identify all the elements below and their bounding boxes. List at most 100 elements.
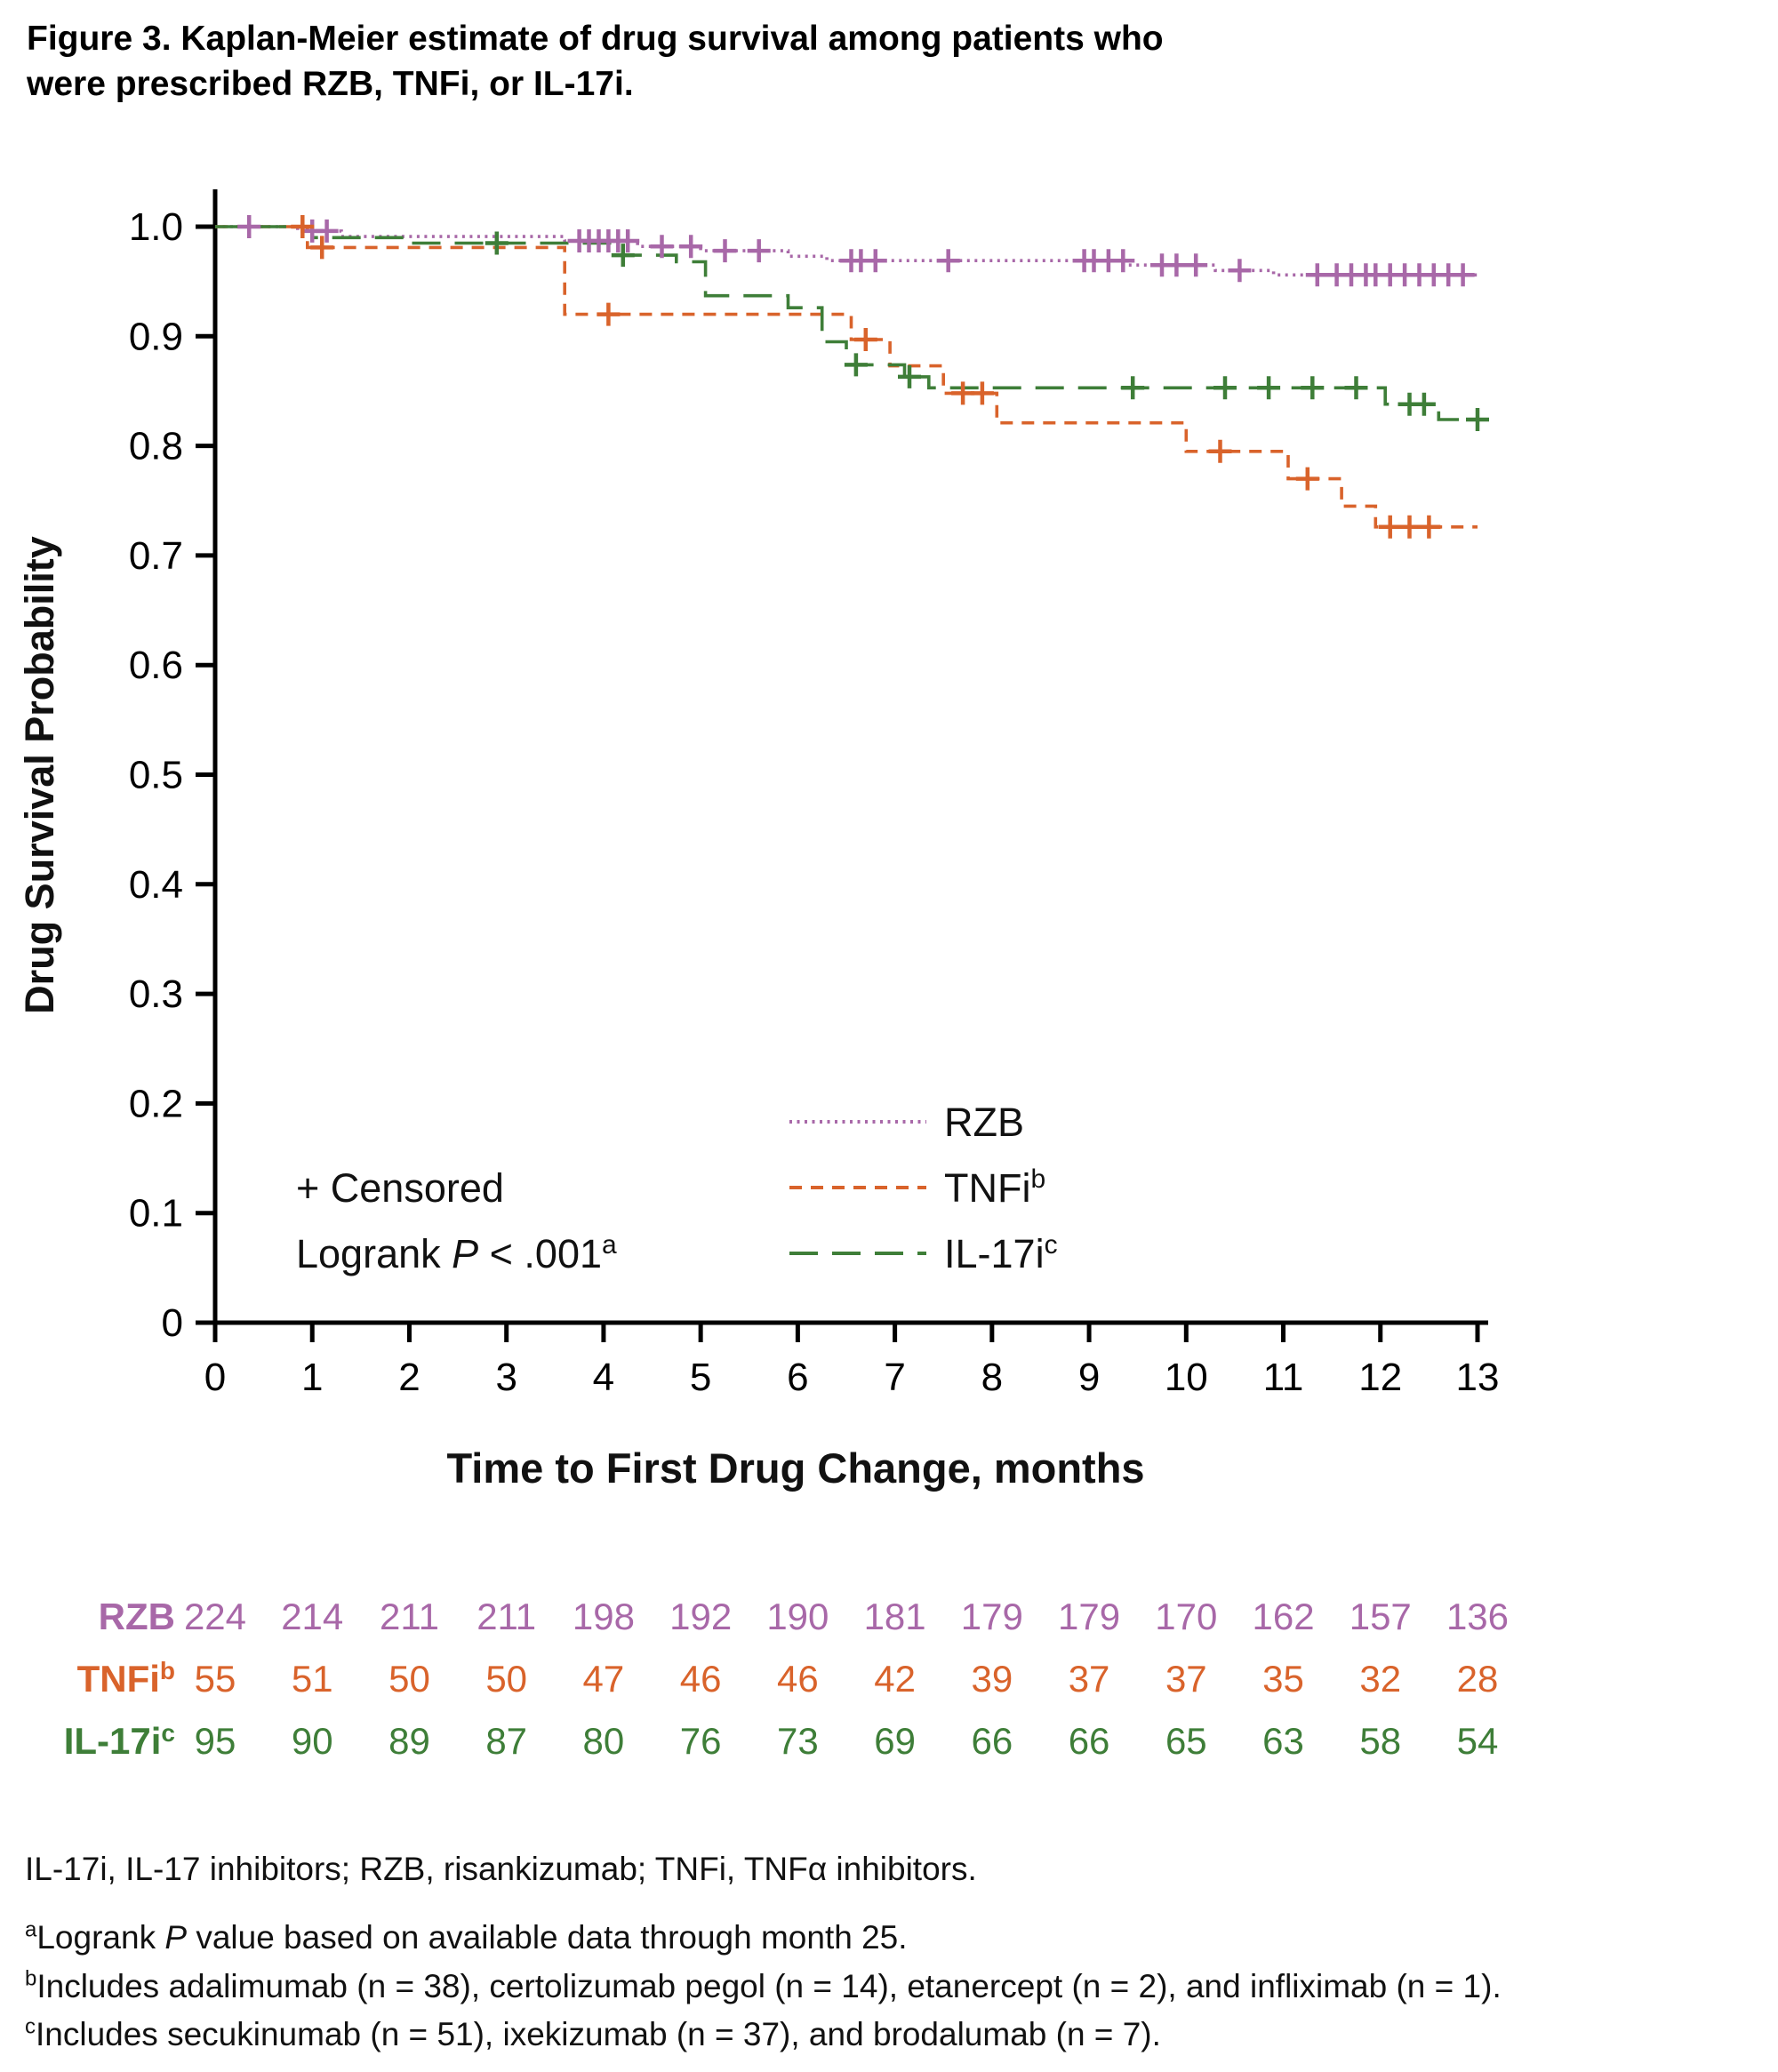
y-tick-label: 0.5 bbox=[129, 754, 183, 797]
censor-mark bbox=[747, 239, 771, 263]
risk-value: 54 bbox=[1457, 1720, 1499, 1762]
risk-row-label-tnfi: TNFib bbox=[77, 1657, 175, 1700]
censor-mark bbox=[1451, 263, 1475, 287]
risk-value: 46 bbox=[680, 1658, 722, 1700]
censor-mark bbox=[1165, 253, 1189, 277]
risk-value: 211 bbox=[380, 1596, 439, 1637]
legend-censored-label: + Censored bbox=[296, 1165, 504, 1211]
footnote-a: aLogrank P value based on available data… bbox=[25, 1917, 908, 1956]
risk-value: 37 bbox=[1069, 1658, 1110, 1700]
censor-mark bbox=[1466, 408, 1489, 431]
censor-mark bbox=[679, 235, 703, 259]
risk-value: 65 bbox=[1165, 1720, 1207, 1762]
y-tick-label: 0 bbox=[162, 1301, 183, 1345]
x-tick-label: 9 bbox=[1078, 1356, 1100, 1399]
censor-mark bbox=[485, 231, 509, 255]
risk-value: 66 bbox=[971, 1720, 1013, 1762]
risk-value: 214 bbox=[281, 1596, 343, 1637]
risk-value: 211 bbox=[477, 1596, 536, 1637]
footnote-b: bIncludes adalimumab (n = 38), certolizu… bbox=[25, 1966, 1502, 2004]
x-tick-label: 3 bbox=[495, 1356, 517, 1399]
censor-mark bbox=[844, 353, 868, 377]
y-tick-label: 0.1 bbox=[129, 1192, 183, 1236]
risk-value: 32 bbox=[1359, 1658, 1401, 1700]
x-tick-label: 0 bbox=[204, 1356, 226, 1399]
risk-value: 224 bbox=[184, 1596, 246, 1637]
censor-mark bbox=[1208, 439, 1232, 463]
tick-labels: 00.10.20.30.40.50.60.70.80.91.00 1 2 3 4 5 6 7 8… bbox=[129, 205, 1500, 1399]
risk-value: 87 bbox=[485, 1720, 527, 1762]
x-tick-label: 4 bbox=[593, 1356, 614, 1399]
censor-mark bbox=[898, 364, 921, 388]
legend: + Censored Logrank P < .001a RZB TNFib IL-17… bbox=[296, 1100, 1058, 1276]
x-axis-title: Time to First Drug Change, months bbox=[446, 1444, 1144, 1492]
censor-mark bbox=[1398, 515, 1422, 539]
risk-value: 35 bbox=[1262, 1658, 1304, 1700]
risk-value: 181 bbox=[864, 1596, 926, 1637]
censor-mark bbox=[1257, 376, 1281, 400]
censor-mark bbox=[310, 236, 334, 260]
y-tick-label: 0.7 bbox=[129, 534, 183, 578]
series-line-rzb bbox=[215, 225, 1478, 277]
risk-value: 80 bbox=[583, 1720, 625, 1762]
figure-title: Figure 3. Kaplan-Meier estimate of drug … bbox=[27, 20, 1164, 104]
legend-logrank-label: Logrank P < .001a bbox=[296, 1230, 617, 1276]
risk-value: 50 bbox=[485, 1658, 527, 1700]
x-tick-label: 6 bbox=[787, 1356, 808, 1399]
censor-mark bbox=[291, 215, 315, 238]
risk-value: 76 bbox=[680, 1720, 722, 1762]
risk-value: 37 bbox=[1165, 1658, 1207, 1700]
footnotes: IL-17i, IL-17 inhibitors; RZB, risankizu… bbox=[25, 1845, 1758, 2060]
y-tick-label: 0.6 bbox=[129, 644, 183, 687]
censor-mark bbox=[1412, 392, 1436, 416]
censor-mark bbox=[597, 302, 621, 326]
risk-value: 28 bbox=[1457, 1658, 1499, 1700]
risk-value: 162 bbox=[1252, 1596, 1314, 1637]
x-tick-label: 8 bbox=[981, 1356, 1003, 1399]
censor-mark bbox=[970, 381, 994, 405]
censor-mark bbox=[713, 239, 737, 263]
risk-row-label-rzb: RZB bbox=[99, 1596, 175, 1637]
risk-value: 46 bbox=[777, 1658, 819, 1700]
censor-mark bbox=[650, 235, 674, 259]
axis-titles: Drug Survival Probability Time to First D… bbox=[17, 536, 1145, 1492]
censor-mark bbox=[237, 215, 261, 238]
censor-mark bbox=[1344, 376, 1368, 400]
risk-value: 192 bbox=[669, 1596, 732, 1637]
censor-mark bbox=[1121, 376, 1145, 400]
risk-value: 63 bbox=[1262, 1720, 1304, 1762]
series-line-tnfi bbox=[215, 225, 1478, 529]
y-tick-label: 0.4 bbox=[129, 863, 183, 907]
risk-value: 89 bbox=[388, 1720, 430, 1762]
series-line-il-17i bbox=[215, 225, 1478, 421]
x-tick-label: 5 bbox=[690, 1356, 711, 1399]
risk-value: 190 bbox=[766, 1596, 829, 1637]
censor-mark bbox=[951, 381, 975, 405]
y-tick-label: 0.2 bbox=[129, 1082, 183, 1125]
series-lines bbox=[215, 225, 1478, 529]
censor-mark bbox=[616, 229, 640, 252]
risk-value: 69 bbox=[874, 1720, 916, 1762]
censor-mark bbox=[315, 219, 339, 243]
axes bbox=[196, 189, 1488, 1342]
risk-value: 73 bbox=[777, 1720, 819, 1762]
risk-value: 42 bbox=[874, 1658, 916, 1700]
risk-value: 55 bbox=[195, 1658, 236, 1700]
x-tick-label: 2 bbox=[398, 1356, 420, 1399]
footnote-abbreviations: IL-17i, IL-17 inhibitors; RZB, risankizu… bbox=[25, 1851, 977, 1887]
risk-value: 179 bbox=[961, 1596, 1023, 1637]
risk-row-label-il-17i: IL-17ic bbox=[64, 1719, 175, 1762]
x-tick-label: 12 bbox=[1358, 1356, 1402, 1399]
risk-value: 50 bbox=[388, 1658, 430, 1700]
censor-mark bbox=[1184, 253, 1208, 277]
censor-mark bbox=[853, 328, 877, 351]
legend-label-rzb: RZB bbox=[944, 1100, 1024, 1145]
risk-value: 66 bbox=[1069, 1720, 1110, 1762]
y-tick-label: 1.0 bbox=[129, 205, 183, 249]
y-tick-label: 0.9 bbox=[129, 315, 183, 358]
censor-mark bbox=[936, 249, 960, 273]
censor-mark bbox=[1228, 259, 1252, 283]
x-tick-label: 13 bbox=[1456, 1356, 1500, 1399]
risk-table: RZB 224 214 211 211 198 192 190 181 179 179 170 162 1… bbox=[64, 1596, 1509, 1762]
risk-value: 136 bbox=[1446, 1596, 1509, 1637]
